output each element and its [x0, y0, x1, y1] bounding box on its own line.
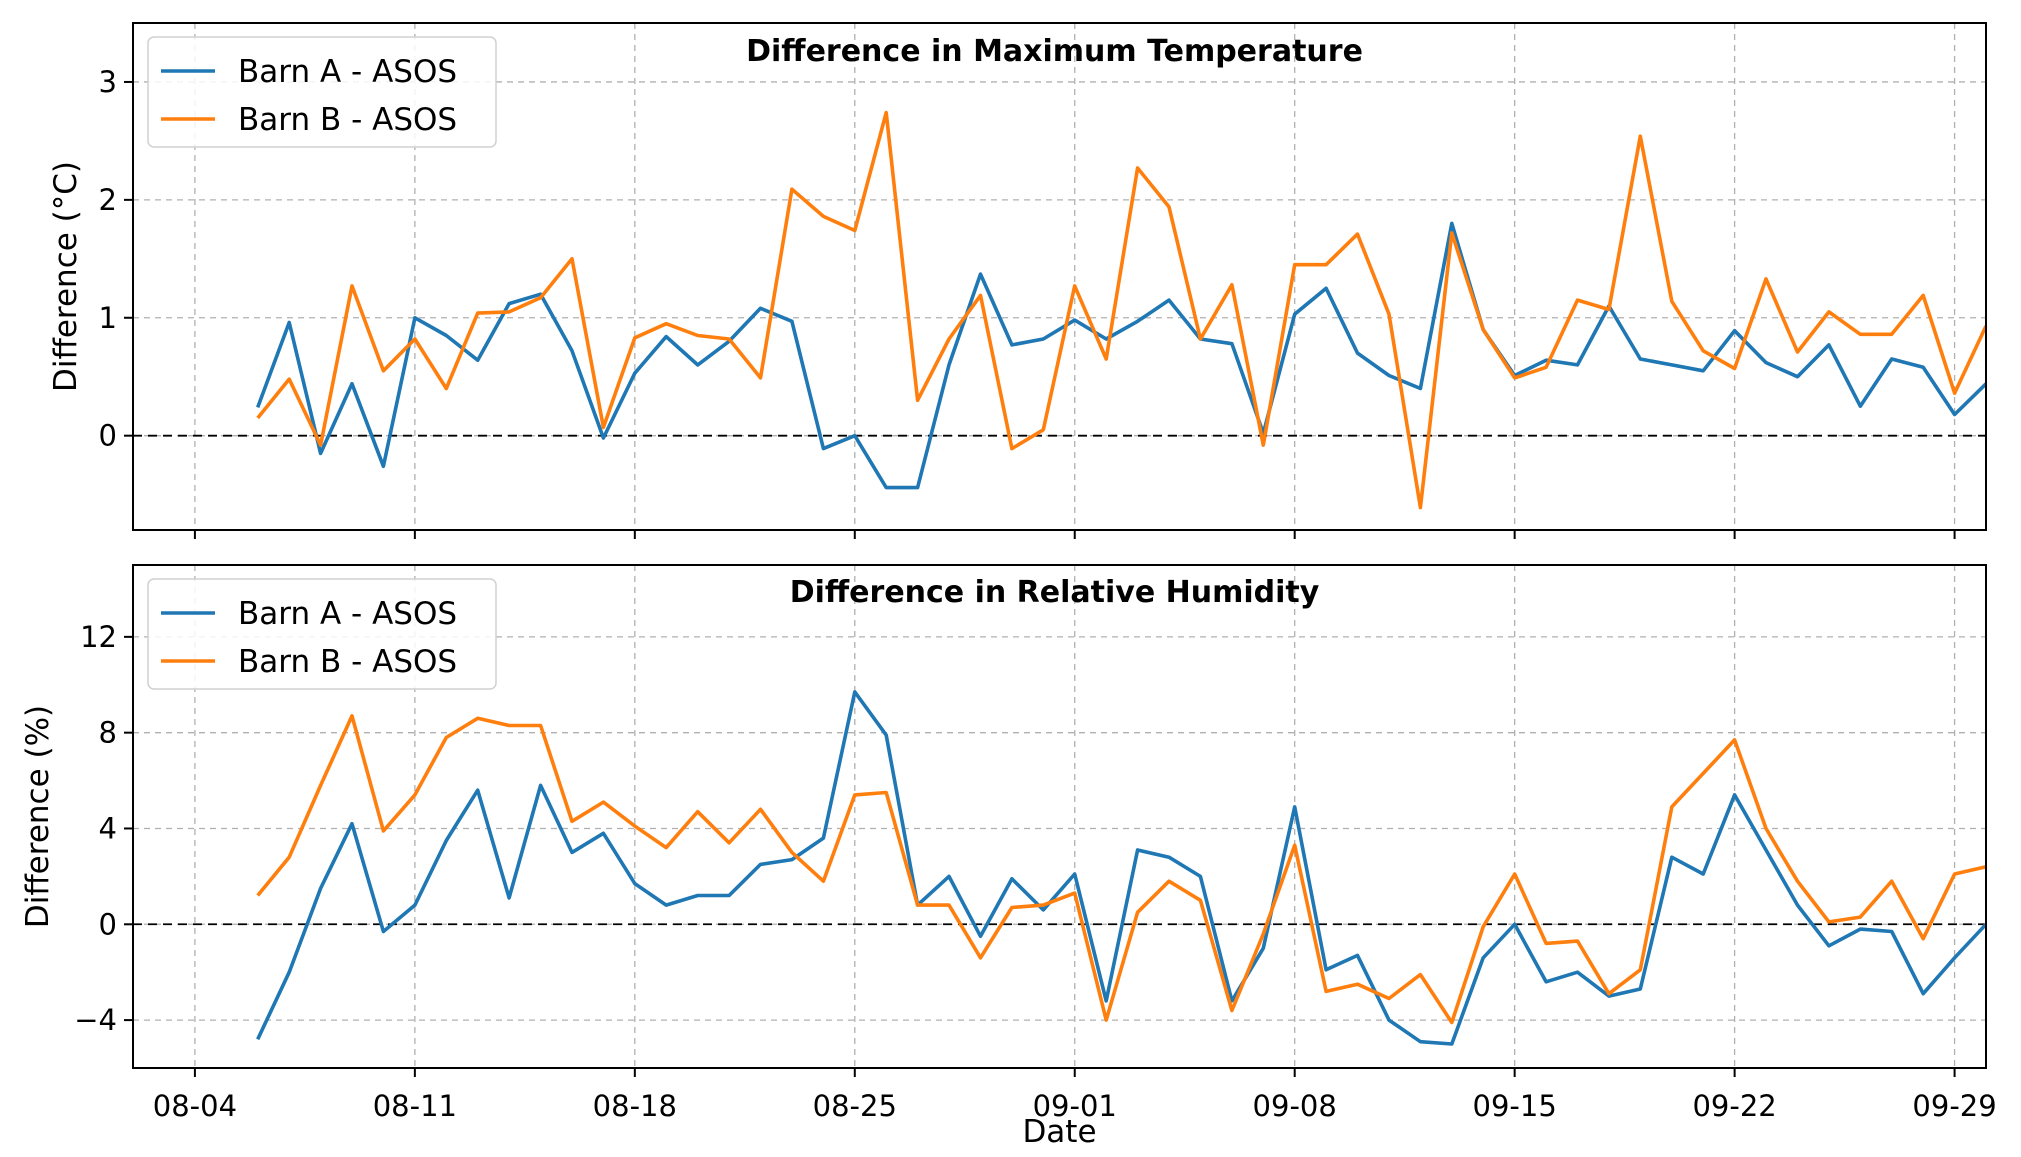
- temperature-series: [256, 110, 1986, 510]
- temperature-legend-box: [147, 36, 497, 148]
- humidity-legend-label-barn-a: Barn A - ASOS: [238, 596, 457, 632]
- temperature-x-ticks: [193, 530, 1956, 539]
- temperature-axes-frame: [132, 22, 1987, 531]
- humidity-panel: −4 0 4 8 12 08-04 08-11 08-18 08-25 09-01 09-08 09…: [20, 564, 1997, 1150]
- temperature-y-ticks: 0 1 2 3: [99, 65, 133, 453]
- x-tick-label: 09-22: [1692, 1089, 1776, 1123]
- temperature-legend-label-barn-b: Barn B - ASOS: [238, 102, 457, 138]
- humidity-y-axis-label: Difference (%): [20, 705, 56, 928]
- x-tick-label: 09-01: [1033, 1089, 1117, 1123]
- temperature-legend: Barn A - ASOS Barn B - ASOS: [147, 36, 497, 148]
- y-tick-label: 8: [99, 716, 117, 750]
- x-tick-label: 09-15: [1473, 1089, 1557, 1123]
- humidity-x-ticks: 08-04 08-11 08-18 08-25 09-01 09-08 09-15 09-22…: [153, 1068, 1997, 1123]
- y-tick-label: 2: [99, 183, 117, 217]
- y-tick-label: 0: [99, 419, 117, 453]
- y-tick-label: 0: [99, 907, 117, 941]
- y-tick-label: 12: [80, 620, 117, 654]
- temperature-y-axis-label: Difference (°C): [48, 161, 84, 392]
- temperature-legend-label-barn-a: Barn A - ASOS: [238, 54, 457, 90]
- series-line-barn-a: [256, 221, 1986, 490]
- series-line-barn-a: [256, 690, 1986, 1046]
- humidity-y-ticks: −4 0 4 8 12: [74, 620, 133, 1037]
- humidity-legend: Barn A - ASOS Barn B - ASOS: [147, 578, 497, 690]
- humidity-axes-frame: [132, 564, 1987, 1069]
- temperature-title: Difference in Maximum Temperature: [746, 34, 1363, 69]
- x-tick-label: 09-08: [1253, 1089, 1337, 1123]
- x-tick-label: 08-11: [373, 1089, 457, 1123]
- humidity-title: Difference in Relative Humidity: [790, 575, 1320, 610]
- y-tick-label: −4: [74, 1003, 117, 1037]
- y-tick-label: 1: [99, 301, 117, 335]
- humidity-x-axis-label: Date: [1022, 1114, 1096, 1150]
- humidity-legend-box: [147, 578, 497, 690]
- humidity-series: [256, 690, 1986, 1046]
- humidity-legend-label-barn-b: Barn B - ASOS: [238, 644, 457, 680]
- y-tick-label: 4: [99, 811, 117, 845]
- y-tick-label: 3: [99, 65, 117, 99]
- x-tick-label: 09-29: [1912, 1089, 1996, 1123]
- x-tick-label: 08-04: [153, 1089, 237, 1123]
- series-line-barn-b: [256, 714, 1986, 1025]
- x-tick-label: 08-18: [593, 1089, 677, 1123]
- series-line-barn-b: [256, 110, 1986, 510]
- x-tick-label: 08-25: [813, 1089, 897, 1123]
- temperature-panel: 0 1 2 3 Difference in Maximum Temperature D…: [48, 22, 1987, 539]
